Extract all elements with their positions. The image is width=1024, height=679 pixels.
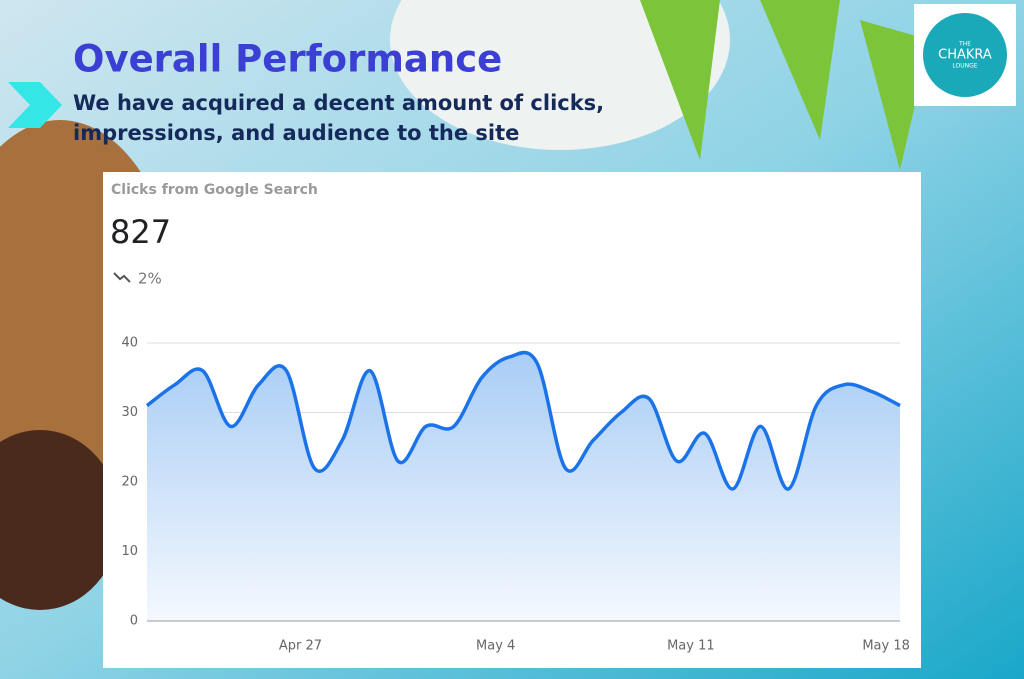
brownie (0, 430, 120, 610)
leaves (640, 0, 930, 170)
logo-text: CHAKRA (938, 48, 992, 63)
change: 2% (138, 270, 162, 288)
x-tick-label: Apr 27 (279, 639, 322, 654)
arrow-icon (8, 82, 62, 128)
line (145, 350, 901, 491)
plate (390, 0, 730, 150)
trend-icon (113, 272, 131, 283)
area (147, 352, 900, 621)
y-tick-label: 20 (121, 475, 138, 490)
y-tick-label: 0 (130, 614, 138, 629)
y-tick-label: 10 (121, 544, 138, 559)
chart-title: Clicks from Google Search (111, 182, 318, 198)
y-tick-label: 30 (121, 405, 138, 420)
slide-title: Overall Performance (73, 38, 502, 81)
logo-text: THE (958, 41, 971, 48)
logo-circle (923, 13, 1007, 97)
x-tick-label: May 11 (667, 639, 715, 654)
plot: 0 10 20 30 40 Apr 27 May 4 May 11 May 18 (121, 336, 909, 654)
y-tick-label: 40 (121, 336, 138, 351)
total: 827 (110, 213, 171, 251)
logo-text: LOUNGE (952, 63, 977, 70)
slide-subtitle: We have acquired a decent amount of clic… (73, 91, 605, 145)
x-tick-label: May 18 (862, 639, 910, 654)
x-tick-label: May 4 (476, 639, 515, 654)
